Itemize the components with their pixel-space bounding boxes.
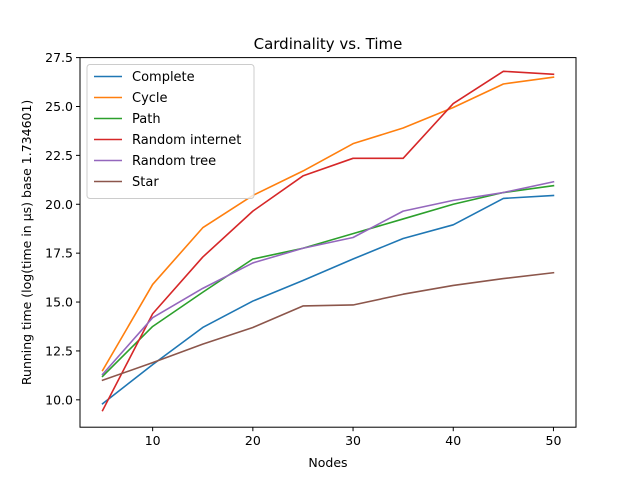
axes-frame [79, 57, 577, 428]
legend-box [86, 64, 255, 199]
x-tick-label: 20 [245, 433, 261, 448]
series-line-cycle [101, 76, 555, 372]
chart-title: Cardinality vs. Time [254, 35, 403, 53]
x-tick-label: 50 [546, 433, 562, 448]
y-tick-label: 25.0 [45, 99, 73, 114]
series-line-path [101, 184, 555, 378]
y-tick-label: 22.5 [45, 148, 73, 163]
y-tick-label: 27.5 [45, 50, 73, 65]
x-tick-label: 10 [145, 433, 161, 448]
legend-label: Star [132, 175, 159, 190]
y-tick-label: 15.0 [45, 295, 73, 310]
series-line-random-tree [101, 180, 555, 376]
legend-label: Cycle [132, 91, 168, 106]
legend-label: Random tree [132, 154, 216, 169]
legend-label: Random internet [132, 133, 241, 148]
y-tick-label: 12.5 [45, 343, 73, 358]
x-axis: 10 20 30 40 50 [145, 427, 562, 448]
series-line-complete [101, 194, 555, 405]
x-axis-label: Nodes [308, 455, 347, 470]
legend-label: Complete [132, 70, 195, 85]
x-tick-label: 30 [345, 433, 361, 448]
y-tick-label: 20.0 [45, 197, 73, 212]
y-axis: 10.0 12.5 15.0 17.5 20.0 22.5 25.0 27.5 [45, 50, 80, 407]
y-tick-label: 10.0 [45, 392, 73, 407]
plot-area [101, 70, 555, 412]
x-tick-label: 40 [445, 433, 461, 448]
series-line-random-internet [101, 70, 555, 412]
legend: Complete Cycle Path Random internet Random t… [86, 64, 255, 199]
y-axis-label: Running time (log(time in μs) base 1.734… [19, 100, 34, 385]
legend-label: Path [132, 112, 161, 127]
y-tick-label: 17.5 [45, 246, 73, 261]
series-line-star [101, 271, 555, 382]
